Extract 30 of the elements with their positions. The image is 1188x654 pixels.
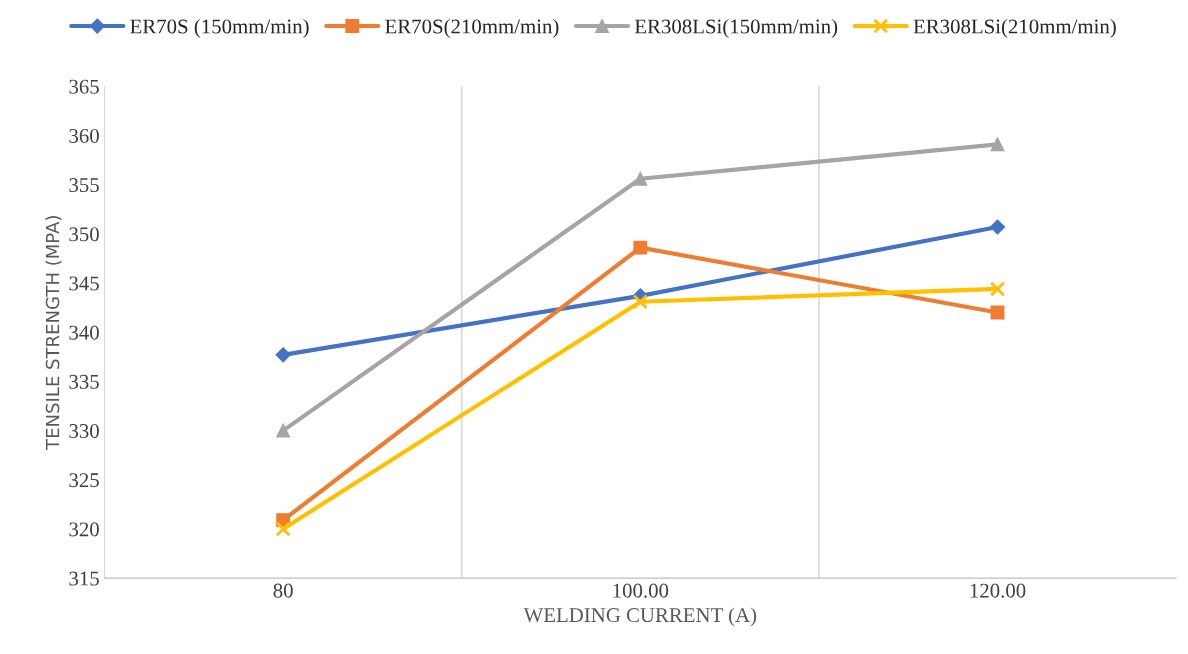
y-tick-label: 325 (69, 473, 99, 488)
x-tick-label: 100.00 (613, 583, 669, 598)
point (275, 347, 291, 363)
y-tick-label: 365 (69, 79, 99, 94)
x-axis-title: WELDING CURRENT (A) (523, 607, 757, 627)
point (275, 521, 291, 537)
y-tick-label: 315 (69, 571, 99, 586)
point (633, 171, 648, 186)
y-tick-label: 330 (69, 423, 99, 439)
x-tick-label: 80 (273, 583, 293, 598)
y-tick-label: 340 (69, 325, 99, 340)
legend-label: ER70S (150mm/min) (130, 18, 309, 38)
y-tick-label: 335 (69, 374, 99, 389)
point (989, 281, 1006, 297)
point (276, 423, 291, 438)
point (990, 305, 1005, 320)
legend-label: ER308LSi(210mm/min) (913, 18, 1116, 38)
legend-label: ER308LSi(150mm/min) (634, 18, 838, 38)
y-tick-label: 320 (69, 522, 99, 537)
point (990, 137, 1005, 152)
y-tick-label: 350 (69, 227, 99, 242)
point (632, 294, 648, 310)
point (633, 240, 648, 255)
y-tick-label: 360 (69, 128, 99, 143)
legend-label: ER70S(210mm/min) (385, 18, 559, 38)
x-tick-label: 120.00 (970, 583, 1026, 598)
point (989, 219, 1006, 235)
y-tick-label: 355 (69, 178, 99, 193)
y-tick-label: 345 (69, 276, 99, 291)
y-axis-title: TENSILE STRENGTH (MPA) (45, 216, 62, 450)
